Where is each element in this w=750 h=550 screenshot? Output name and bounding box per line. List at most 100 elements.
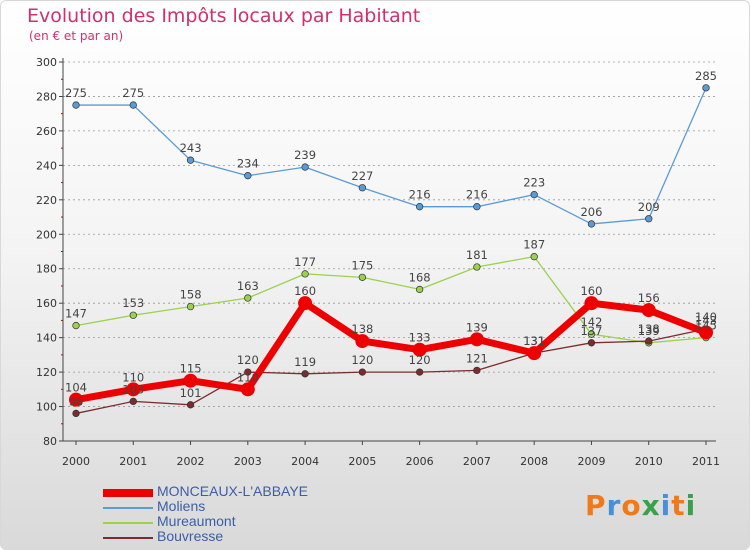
x-tick-label: 2000 [62,455,90,468]
y-tick-label: 120 [36,366,57,379]
y-tick-label: 260 [36,125,57,138]
data-label-mureaumont: 142 [580,315,602,329]
logo-letter: i [660,489,672,522]
data-label-monceaux-l-abbaye: 131 [523,334,545,348]
logo-letter: i [685,489,697,522]
y-tick-label: 220 [36,194,57,207]
data-point-monceaux-l-abbaye [126,382,141,397]
data-label-bouvresse: 137 [580,324,602,338]
data-label-mureaumont: 175 [351,258,373,272]
chart-title: Evolution des Impôts locaux par Habitant [27,5,421,27]
data-label-bouvresse: 101 [180,386,202,400]
data-label-monceaux-l-abbaye: 115 [180,362,202,376]
data-point-moliens [358,184,367,192]
data-point-moliens [587,220,596,228]
x-tick-label: 2002 [177,455,205,468]
legend-swatch [103,522,153,524]
data-point-bouvresse [415,368,424,376]
data-point-mureaumont [530,253,538,261]
data-label-monceaux-l-abbaye: 110 [122,370,144,384]
x-tick-label: 2007 [463,455,491,468]
logo-letter: o [621,489,642,522]
data-point-monceaux-l-abbaye [240,382,255,397]
data-point-mureaumont [473,263,481,271]
data-label-mureaumont: 168 [409,270,431,284]
x-tick-label: 2003 [234,455,262,468]
data-label-bouvresse: 96 [69,394,84,408]
data-point-bouvresse [301,370,309,378]
legend-swatch [103,507,153,509]
data-point-bouvresse [473,366,481,375]
x-tick-label: 2008 [520,455,548,468]
data-point-bouvresse [244,368,252,376]
data-point-moliens [244,172,252,180]
data-label-monceaux-l-abbaye: 133 [409,331,431,345]
data-point-monceaux-l-abbaye [69,392,83,407]
series-line-monceaux-l-abbaye [75,299,708,404]
data-label-bouvresse: 120 [409,353,431,367]
data-label-moliens: 285 [695,69,717,83]
data-label-moliens: 206 [580,205,602,219]
data-point-bouvresse [587,339,596,347]
data-label-moliens: 234 [237,157,259,171]
data-label-mureaumont: 181 [466,248,488,262]
series-line-bouvresse [75,328,707,415]
data-point-moliens [186,156,195,164]
data-label-monceaux-l-abbaye: 160 [580,284,602,298]
data-point-moliens [473,203,481,211]
logo-letter: r [606,489,622,522]
data-point-bouvresse [645,337,653,345]
data-point-monceaux-l-abbaye [412,342,427,357]
data-label-monceaux-l-abbaye: 160 [294,284,316,298]
legend-label: MONCEAUX-L'ABBAYE [157,483,309,499]
data-label-bouvresse: 119 [294,355,316,369]
data-point-monceaux-l-abbaye [183,373,198,388]
data-label-monceaux-l-abbaye: 143 [695,313,717,327]
y-tick-label: 300 [36,56,57,69]
data-point-mureaumont [358,273,367,281]
data-point-bouvresse [186,401,195,409]
data-label-mureaumont: 158 [180,288,202,302]
data-label-monceaux-l-abbaye: 104 [65,381,87,395]
data-point-moliens [530,190,538,199]
data-point-monceaux-l-abbaye [527,346,542,361]
y-tick-label: 80 [43,435,57,448]
data-point-mureaumont [244,294,252,302]
x-tick-label: 2001 [119,455,147,468]
x-tick-label: 2010 [635,455,663,468]
legend-label: Bouvresse [157,528,224,544]
data-label-moliens: 243 [180,141,202,155]
logo-letter: P [585,489,607,522]
data-label-monceaux-l-abbaye: 110 [237,370,259,384]
data-label-mureaumont: 147 [65,307,87,321]
data-point-moliens [415,203,424,211]
y-tick-label: 100 [36,401,57,414]
data-label-bouvresse: 120 [351,353,373,367]
data-label-moliens: 209 [638,200,660,214]
data-label-moliens: 216 [409,188,431,202]
data-label-mureaumont: 177 [294,255,316,269]
x-tick-label: 2006 [406,455,434,468]
data-label-monceaux-l-abbaye: 156 [638,291,660,305]
data-point-moliens [72,101,80,109]
data-label-moliens: 216 [466,188,488,202]
data-label-bouvresse: 140 [695,310,717,324]
data-point-monceaux-l-abbaye [584,296,599,311]
data-point-monceaux-l-abbaye [298,296,313,311]
y-tick-label: 180 [36,263,57,276]
data-label-moliens: 275 [122,86,144,100]
data-labels: 275 275 243 234 239 227 216 216 223 206 209 285 147 1… [65,69,717,409]
data-point-bouvresse [129,397,137,406]
data-label-monceaux-l-abbaye: 138 [351,322,373,336]
data-point-mureaumont [186,302,195,311]
data-point-moliens [301,163,309,171]
logo-letter: t [671,489,686,522]
series-line-moliens [76,87,707,225]
data-point-mureaumont [415,285,424,294]
data-point-monceaux-l-abbaye [641,303,656,318]
data-point-monceaux-l-abbaye [355,334,370,349]
data-label-moliens: 275 [65,86,87,100]
data-point-bouvresse [72,409,80,418]
legend-label: Moliens [157,498,206,514]
